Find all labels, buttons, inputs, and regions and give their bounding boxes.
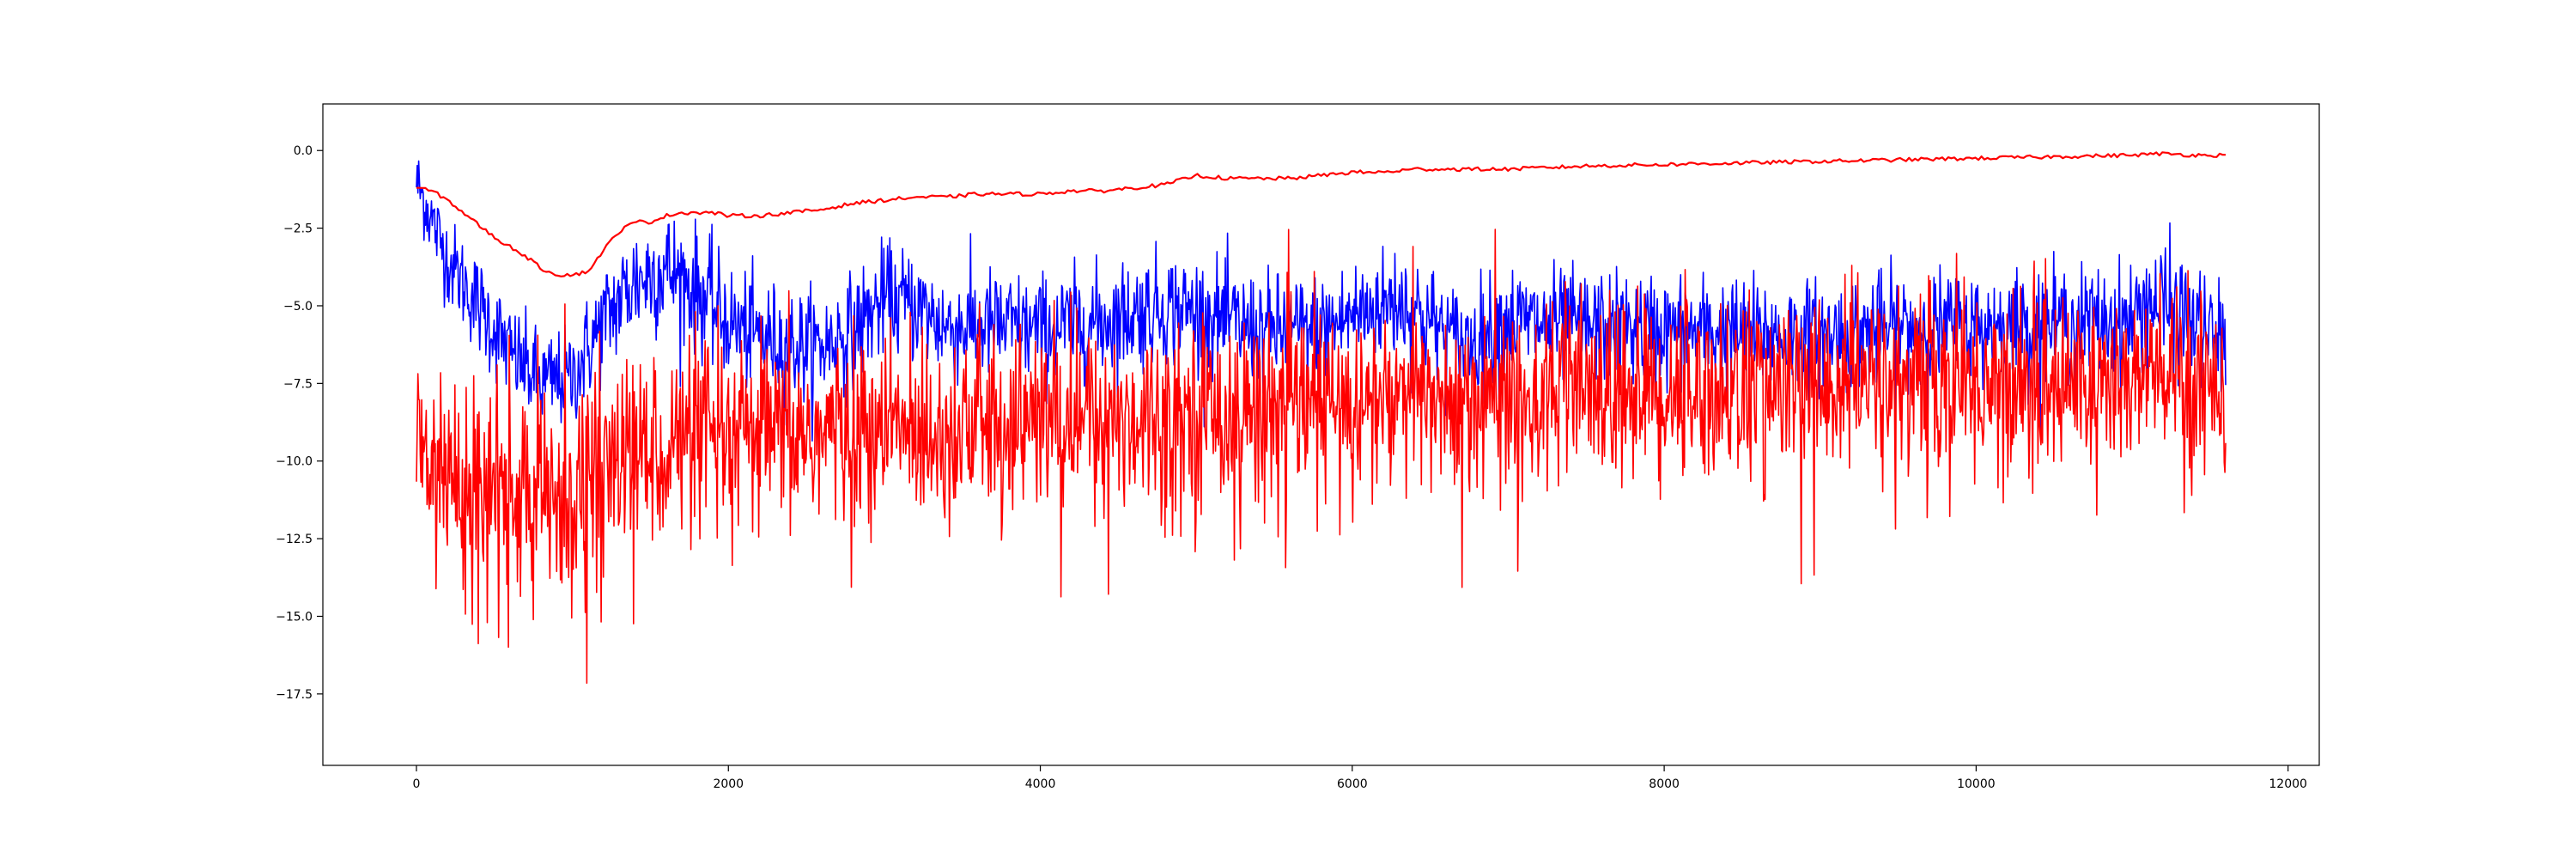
x-tick-label: 4000 (1025, 777, 1056, 791)
plot-frame (322, 103, 2320, 766)
y-tick-label: −7.5 (283, 377, 313, 391)
series-line-0 (416, 151, 2226, 277)
series-line-2 (416, 228, 2227, 684)
x-tick-label: 10000 (1957, 777, 1996, 791)
y-tick-label: −15.0 (276, 610, 313, 624)
y-tick-label: −2.5 (283, 222, 313, 236)
y-tick-label: −10.0 (276, 455, 313, 469)
y-tick-label: −5.0 (283, 300, 313, 314)
y-tick-label: −17.5 (276, 688, 313, 702)
x-tick-label: 0 (413, 777, 421, 791)
x-tick-label: 2000 (713, 777, 744, 791)
x-tick-label: 12000 (2269, 777, 2307, 791)
x-axis: 0 2000 4000 6000 8000 10000 12000 (413, 765, 2307, 791)
y-tick-label: 0.0 (294, 144, 313, 158)
x-tick-label: 6000 (1337, 777, 1368, 791)
x-tick-label: 8000 (1649, 777, 1680, 791)
y-axis: 0.0 −2.5 −5.0 −7.5 −10.0 −12.5 −15.0 −17.5 (276, 144, 323, 702)
y-tick-label: −12.5 (276, 533, 313, 546)
series-layer (416, 151, 2227, 684)
